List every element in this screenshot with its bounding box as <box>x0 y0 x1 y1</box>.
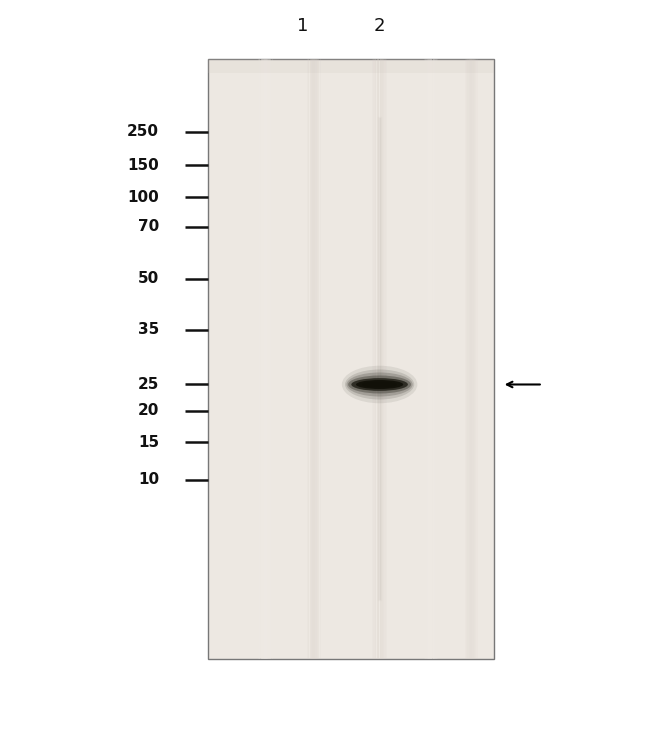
Bar <box>318 59 320 659</box>
Bar <box>428 59 430 659</box>
Bar <box>387 59 389 659</box>
Bar <box>465 59 466 659</box>
Bar <box>478 59 479 659</box>
Ellipse shape <box>345 370 414 400</box>
Bar <box>370 59 372 659</box>
Bar <box>259 59 261 659</box>
Bar <box>268 59 270 659</box>
Bar <box>386 59 387 659</box>
Bar <box>434 59 436 659</box>
Bar <box>424 59 425 659</box>
Text: 50: 50 <box>138 272 159 286</box>
Bar <box>474 59 475 659</box>
Bar <box>307 59 308 659</box>
Ellipse shape <box>346 373 413 397</box>
Bar <box>433 59 434 659</box>
Text: 15: 15 <box>138 435 159 449</box>
Bar <box>438 59 439 659</box>
Bar <box>267 59 268 659</box>
Text: 100: 100 <box>127 190 159 205</box>
Bar <box>256 59 257 659</box>
Bar <box>372 59 373 659</box>
Bar <box>257 59 259 659</box>
Bar <box>471 59 473 659</box>
Bar <box>261 59 262 659</box>
Ellipse shape <box>342 366 417 403</box>
Bar <box>475 59 476 659</box>
Text: 70: 70 <box>138 219 159 234</box>
Ellipse shape <box>356 380 403 389</box>
Bar <box>425 59 426 659</box>
Text: 250: 250 <box>127 124 159 139</box>
Bar <box>469 59 470 659</box>
Bar <box>374 59 375 659</box>
Bar <box>262 59 263 659</box>
Text: 10: 10 <box>138 472 159 488</box>
Bar <box>467 59 469 659</box>
Bar <box>476 59 478 659</box>
Bar <box>264 59 265 659</box>
Bar <box>265 59 266 659</box>
Bar <box>422 59 424 659</box>
Bar <box>272 59 273 659</box>
Bar <box>378 59 380 659</box>
Bar <box>270 59 271 659</box>
Text: 25: 25 <box>138 377 159 392</box>
Bar <box>273 59 274 659</box>
Bar <box>470 59 471 659</box>
Text: 20: 20 <box>138 403 159 419</box>
Bar <box>466 59 467 659</box>
Bar <box>208 59 494 659</box>
Bar <box>309 59 311 659</box>
Bar <box>317 59 318 659</box>
Bar <box>431 59 432 659</box>
Bar <box>320 59 321 659</box>
Text: 150: 150 <box>127 158 159 173</box>
Bar <box>436 59 437 659</box>
Ellipse shape <box>351 378 408 391</box>
Bar <box>382 59 383 659</box>
Bar <box>430 59 431 659</box>
Bar <box>463 59 465 659</box>
Bar <box>321 59 322 659</box>
Bar <box>384 59 385 659</box>
Ellipse shape <box>362 381 397 387</box>
Bar <box>315 59 317 659</box>
Bar <box>437 59 438 659</box>
Bar <box>311 59 312 659</box>
Bar <box>383 59 384 659</box>
Text: 1: 1 <box>296 17 308 34</box>
Text: 35: 35 <box>138 322 159 337</box>
Ellipse shape <box>348 376 411 394</box>
Bar <box>380 59 381 659</box>
Bar <box>208 59 494 73</box>
Text: 2: 2 <box>374 17 385 34</box>
Bar <box>308 59 309 659</box>
Bar <box>427 59 428 659</box>
Bar <box>376 59 378 659</box>
Bar <box>375 59 376 659</box>
Bar <box>314 59 315 659</box>
Bar <box>306 59 307 659</box>
Bar <box>473 59 474 659</box>
Bar <box>313 59 314 659</box>
